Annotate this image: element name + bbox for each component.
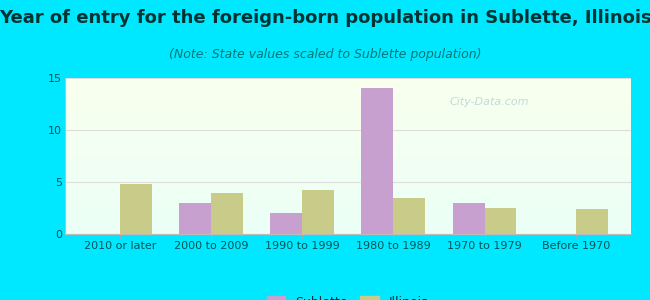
Bar xyxy=(393,198,425,234)
Bar xyxy=(120,184,151,234)
Bar xyxy=(270,213,302,234)
Bar xyxy=(179,203,211,234)
Bar xyxy=(576,209,608,234)
Text: City-Data.com: City-Data.com xyxy=(450,97,529,107)
Bar xyxy=(452,203,484,234)
Bar xyxy=(361,88,393,234)
Bar xyxy=(302,190,334,234)
Bar xyxy=(211,194,243,234)
Legend: Sublette, Illinois: Sublette, Illinois xyxy=(266,296,429,300)
Text: (Note: State values scaled to Sublette population): (Note: State values scaled to Sublette p… xyxy=(169,48,481,61)
Bar xyxy=(484,208,517,234)
Text: Year of entry for the foreign-born population in Sublette, Illinois: Year of entry for the foreign-born popul… xyxy=(0,9,650,27)
